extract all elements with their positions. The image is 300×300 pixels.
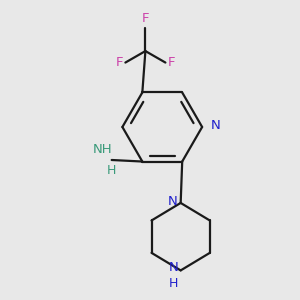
Text: N: N	[211, 119, 220, 132]
Text: H: H	[169, 277, 178, 290]
Text: H: H	[106, 164, 116, 177]
Text: F: F	[168, 56, 176, 69]
Text: F: F	[142, 12, 149, 25]
Text: F: F	[116, 56, 123, 69]
Text: N: N	[169, 262, 179, 275]
Text: N: N	[168, 195, 178, 208]
Text: NH: NH	[93, 143, 112, 156]
